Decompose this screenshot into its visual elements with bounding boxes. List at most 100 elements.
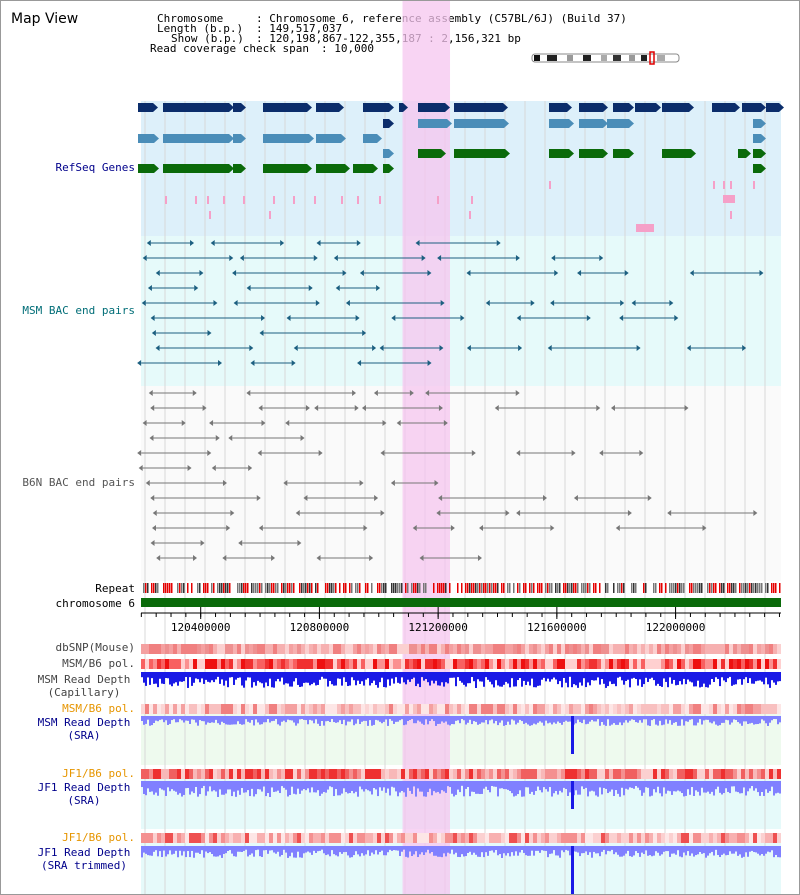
pol-cell: [537, 659, 541, 669]
bac-end-marker: [427, 360, 432, 366]
depth-bar: [495, 716, 497, 721]
pol-cell: [661, 769, 665, 779]
depth-bar: [429, 672, 431, 686]
msm-bac-track-area[interactable]: [141, 236, 781, 386]
pol-cell: [425, 833, 429, 843]
depth-bar: [511, 846, 513, 853]
repeat-element: [545, 583, 547, 593]
pol-cell: [305, 659, 309, 669]
depth-bar: [727, 672, 729, 679]
depth-bar: [403, 716, 405, 726]
pol-cell: [637, 644, 641, 654]
bac-end-marker: [599, 450, 604, 456]
depth-bar: [753, 672, 755, 684]
depth-bar: [191, 716, 193, 720]
pol-cell: [737, 644, 741, 654]
gene-feature: [454, 149, 505, 158]
pol-cell: [657, 769, 661, 779]
depth-bar: [395, 846, 397, 851]
depth-bar: [735, 781, 737, 792]
pol-cell: [617, 704, 621, 714]
refseq-genes-label[interactable]: RefSeq Genes: [55, 161, 135, 174]
depth-bar: [273, 716, 275, 721]
repeat-element: [275, 583, 277, 593]
pol-cell: [529, 644, 533, 654]
depth-bar: [723, 846, 725, 854]
read-depth-tracks[interactable]: [141, 672, 781, 894]
depth-bar: [777, 846, 779, 858]
chromosome-ideogram[interactable]: [531, 51, 680, 65]
refseq-minor-feature: [243, 196, 245, 204]
depth-bar: [773, 716, 775, 720]
depth-bar: [623, 672, 625, 685]
depth-bar: [187, 781, 189, 788]
gene-strand-arrow: [309, 134, 314, 143]
depth-bar: [737, 716, 739, 723]
repeat-element: [367, 583, 369, 593]
depth-bar: [723, 672, 725, 681]
gene-strand-arrow: [241, 134, 246, 143]
b6n-bac-label[interactable]: B6N BAC end pairs: [22, 476, 135, 489]
depth-bar: [655, 781, 657, 793]
depth-bar: [729, 716, 731, 725]
depth-bar: [673, 672, 675, 680]
depth-bar: [327, 781, 329, 790]
pol-cell: [237, 644, 241, 654]
depth-bar: [299, 672, 301, 687]
pol-cell: [353, 769, 357, 779]
pol-cell: [621, 644, 625, 654]
repeat-track[interactable]: [143, 583, 781, 593]
depth-bar: [615, 781, 617, 791]
depth-bar: [751, 781, 753, 787]
pol-cell: [181, 833, 185, 843]
msm-depth-capillary-label: MSM Read Depth (Capillary): [37, 673, 131, 699]
depth-bar: [649, 781, 651, 797]
depth-bar: [329, 781, 331, 787]
depth-bar: [597, 781, 599, 797]
depth-bar: [205, 846, 207, 852]
depth-bar: [649, 716, 651, 726]
depth-bar: [397, 781, 399, 797]
repeat-element: [547, 583, 549, 593]
depth-bar: [193, 716, 195, 720]
depth-bar: [523, 716, 525, 724]
pol-cell: [225, 704, 229, 714]
chromosome-bar[interactable]: [141, 598, 781, 607]
repeat-element: [525, 583, 527, 593]
pol-cell: [153, 704, 157, 714]
pol-cell: [737, 704, 741, 714]
b6n-bac-pairs[interactable]: [137, 390, 758, 561]
depth-bar: [637, 672, 639, 686]
depth-bar: [539, 781, 541, 791]
b6n-bac-track-area[interactable]: [141, 386, 781, 581]
msm-bac-pairs[interactable]: [137, 240, 764, 366]
pol-cell: [701, 833, 705, 843]
pol-cell: [389, 659, 393, 669]
depth-bar: [261, 716, 263, 725]
refseq-genes-features[interactable]: [138, 103, 784, 232]
bac-end-marker: [551, 255, 556, 261]
polymorphism-tracks[interactable]: [141, 644, 781, 843]
repeat-element: [659, 583, 661, 593]
pol-cell: [229, 644, 233, 654]
refseq-minor-feature: [379, 196, 381, 204]
pol-cell: [601, 659, 605, 669]
pol-cell: [437, 659, 441, 669]
depth-bar: [547, 672, 549, 679]
depth-bar: [369, 781, 371, 792]
selected-region-highlight[interactable]: [402, 1, 451, 894]
depth-bar: [663, 672, 665, 679]
msm-bac-label[interactable]: MSM BAC end pairs: [22, 304, 135, 317]
repeat-element: [281, 583, 283, 593]
depth-bar: [299, 781, 301, 794]
axis-tick-label: 120800000: [290, 621, 350, 634]
pol-cell: [409, 769, 413, 779]
depth-bar: [665, 846, 667, 852]
bac-end-marker: [425, 390, 430, 396]
pol-cell: [285, 644, 289, 654]
pol-cell: [141, 644, 145, 654]
depth-bar: [189, 846, 191, 858]
repeat-element: [331, 583, 333, 593]
depth-bar: [351, 846, 353, 858]
